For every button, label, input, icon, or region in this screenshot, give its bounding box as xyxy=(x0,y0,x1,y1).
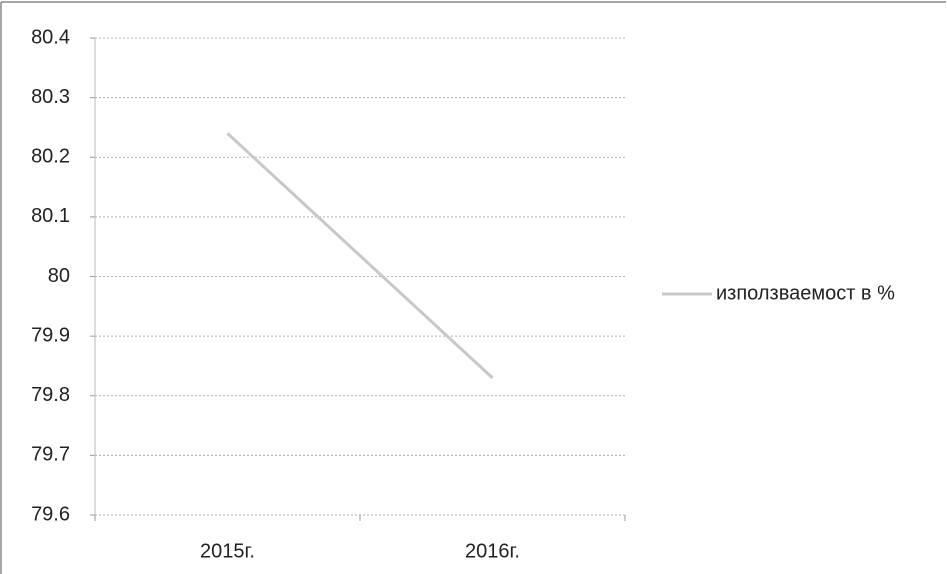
y-tick-label: 80 xyxy=(48,265,70,287)
y-tick-label: 79.6 xyxy=(31,503,70,525)
y-tick-label: 80.3 xyxy=(31,86,70,108)
y-tick-label: 80.2 xyxy=(31,146,70,168)
series-line xyxy=(226,132,494,379)
x-tick-label: 2016г. xyxy=(465,540,520,562)
y-tick-label: 79.8 xyxy=(31,384,70,406)
legend-label: използваемост в % xyxy=(716,282,895,304)
x-tick-label: 2015г. xyxy=(200,540,255,562)
y-tick-label: 80.4 xyxy=(31,26,70,48)
y-tick-label: 79.9 xyxy=(31,324,70,346)
y-tick-label: 79.7 xyxy=(31,444,70,466)
y-tick-label: 80.1 xyxy=(31,205,70,227)
